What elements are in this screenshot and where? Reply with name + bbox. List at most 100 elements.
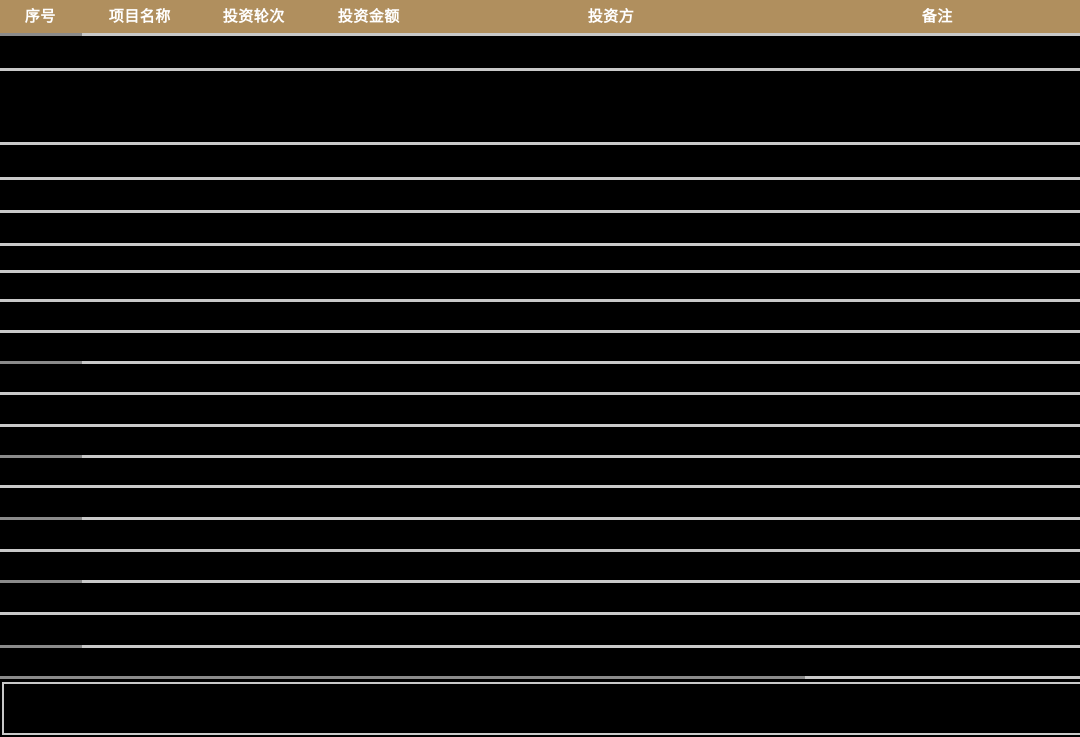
table-cell	[90, 36, 210, 68]
row-separator	[0, 330, 1080, 333]
table-cell	[215, 71, 325, 142]
table-cell	[10, 520, 80, 549]
table-cell	[432, 364, 862, 392]
table-cell	[90, 333, 210, 361]
table-cell	[330, 302, 425, 330]
table-cell	[330, 213, 425, 243]
table-cell	[215, 648, 325, 676]
table-row[interactable]	[0, 364, 1080, 392]
row-separator	[0, 177, 1080, 180]
row-separator-segment	[0, 33, 82, 36]
table-cell	[432, 302, 862, 330]
table-cell	[10, 364, 80, 392]
column-header-serial[interactable]: 序号	[25, 8, 57, 25]
table-cell	[10, 273, 80, 299]
table-cell	[868, 427, 1073, 455]
table-cell	[215, 583, 325, 612]
column-header-investor[interactable]: 投资方	[588, 8, 635, 25]
row-separator-segment	[0, 517, 82, 520]
table-row[interactable]	[0, 520, 1080, 549]
table-cell	[330, 273, 425, 299]
row-separator	[0, 645, 1080, 648]
table-row[interactable]	[0, 552, 1080, 580]
table-cell	[90, 213, 210, 243]
table-cell	[90, 615, 210, 645]
row-separator	[0, 68, 1080, 71]
table-cell	[330, 458, 425, 485]
table-row[interactable]	[0, 648, 1080, 676]
table-cell	[868, 488, 1073, 517]
table-cell	[215, 180, 325, 210]
table-cell	[215, 364, 325, 392]
column-header-remarks[interactable]: 备注	[922, 8, 954, 25]
table-cell	[868, 145, 1073, 177]
column-header-project[interactable]: 项目名称	[109, 8, 172, 25]
row-separator	[0, 485, 1080, 488]
table-cell	[330, 180, 425, 210]
table-row[interactable]	[0, 615, 1080, 645]
table-cell	[868, 583, 1073, 612]
table-row[interactable]	[0, 395, 1080, 424]
table-cell	[432, 520, 862, 549]
table-cell	[330, 395, 425, 424]
column-header-round[interactable]: 投资轮次	[223, 8, 286, 25]
table-row[interactable]	[0, 273, 1080, 299]
table-cell	[10, 333, 80, 361]
table-row[interactable]	[0, 333, 1080, 361]
table-cell	[90, 395, 210, 424]
table-cell	[90, 648, 210, 676]
table-cell	[90, 488, 210, 517]
table-row[interactable]	[0, 213, 1080, 243]
table-row[interactable]	[0, 583, 1080, 612]
table-cell	[868, 36, 1073, 68]
table-cell	[10, 145, 80, 177]
table-cell	[10, 552, 80, 580]
table-row[interactable]	[0, 145, 1080, 177]
table-cell	[90, 71, 210, 142]
table-cell	[90, 302, 210, 330]
table-cell	[10, 648, 80, 676]
row-separator-segment	[0, 645, 82, 648]
table-row[interactable]	[0, 180, 1080, 210]
table-cell	[432, 213, 862, 243]
row-separator	[0, 243, 1080, 246]
table-row[interactable]	[0, 36, 1080, 68]
table-cell	[215, 395, 325, 424]
table-cell	[10, 213, 80, 243]
table-cell	[432, 458, 862, 485]
table-cell	[215, 36, 325, 68]
table-cell	[432, 246, 862, 270]
table-cell	[10, 458, 80, 485]
row-separator-segment	[0, 580, 82, 583]
table-row[interactable]	[0, 302, 1080, 330]
table-cell	[10, 583, 80, 612]
table-cell	[868, 458, 1073, 485]
table-row[interactable]	[0, 458, 1080, 485]
table-cell	[10, 180, 80, 210]
table-cell	[215, 213, 325, 243]
table-cell	[868, 552, 1073, 580]
table-cell	[215, 273, 325, 299]
column-header-amount[interactable]: 投资金额	[338, 8, 401, 25]
table-cell	[90, 458, 210, 485]
table-cell	[868, 71, 1073, 142]
table-row[interactable]	[0, 71, 1080, 142]
table-cell	[215, 458, 325, 485]
row-separator-segment	[0, 676, 805, 679]
table-row[interactable]	[0, 488, 1080, 517]
table-cell	[215, 302, 325, 330]
table-cell	[215, 246, 325, 270]
table-cell	[215, 615, 325, 645]
table-cell	[330, 552, 425, 580]
table-cell	[90, 427, 210, 455]
table-cell	[10, 427, 80, 455]
table-cell	[215, 552, 325, 580]
table-cell	[432, 395, 862, 424]
table-cell	[90, 273, 210, 299]
table-cell	[868, 180, 1073, 210]
table-row[interactable]	[0, 246, 1080, 270]
table-row[interactable]	[0, 427, 1080, 455]
table-cell	[90, 583, 210, 612]
footer-box[interactable]	[2, 682, 1080, 735]
